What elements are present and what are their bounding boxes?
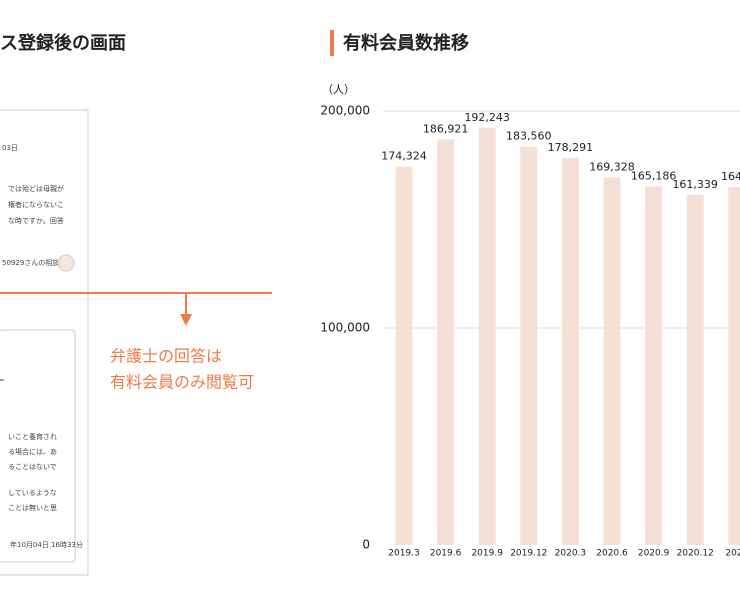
y-tick-label: 100,000 [320, 321, 370, 335]
x-tick-label: 2019.3 [388, 549, 420, 559]
bar [520, 146, 538, 545]
value-label: 183,560 [506, 130, 552, 143]
card-line: しているような [8, 489, 57, 497]
bar [686, 194, 704, 546]
card-line: な時ですか。回答 [8, 216, 64, 225]
card-timestamp: 年10月04日 16時33分 [10, 540, 83, 549]
card-line: ることはないで [8, 463, 57, 471]
value-label: 164,9 [721, 170, 740, 183]
left-title: ス登録後の画面 [0, 32, 126, 54]
x-tick-label: 2019.9 [471, 549, 503, 559]
x-tick-label: 2020.12 [677, 549, 714, 559]
card-line: る場合には、あ [8, 447, 57, 456]
avatar [57, 254, 75, 272]
bar [561, 158, 579, 546]
value-label: 192,243 [464, 111, 510, 124]
callout: 弁護士の回答は [110, 347, 222, 366]
bar [603, 177, 621, 546]
bar [395, 166, 413, 545]
title-accent [330, 30, 334, 56]
value-label: 161,339 [672, 178, 718, 191]
bar [728, 187, 740, 546]
card-line: では殆どは母親が [8, 184, 64, 193]
card-line: ことは無いと思 [8, 503, 57, 512]
x-tick-label: 2020.9 [638, 549, 670, 559]
x-tick-label: 2020.3 [555, 549, 587, 559]
chart-title: 有料会員数推移 [343, 32, 469, 54]
arrow-head [180, 314, 192, 326]
value-label: 178,291 [548, 141, 594, 154]
x-tick-label: 2020.6 [596, 549, 628, 559]
bar [478, 127, 496, 545]
value-label: 186,921 [423, 122, 469, 135]
x-tick-label: 2019.12 [510, 549, 547, 559]
card-author: 50929さんの相談 [2, 258, 59, 267]
bar [437, 139, 455, 546]
card-date: 03日 [2, 144, 18, 152]
card-line: 権者にならないこ [8, 200, 64, 209]
value-label: 165,186 [631, 170, 677, 183]
y-tick-label: 0 [362, 538, 370, 552]
y-axis-label: （人） [322, 83, 355, 96]
phone-frame [0, 109, 89, 576]
value-label: 174,324 [381, 150, 427, 163]
answer-card [0, 329, 76, 563]
bar [645, 186, 663, 545]
callout: 有料会員のみ閲覧可 [110, 373, 254, 392]
value-label: 169,328 [589, 161, 635, 174]
x-tick-label: 2019.6 [430, 549, 462, 559]
card-line: いこと養育され [8, 432, 57, 441]
y-tick-label: 200,000 [320, 104, 370, 118]
